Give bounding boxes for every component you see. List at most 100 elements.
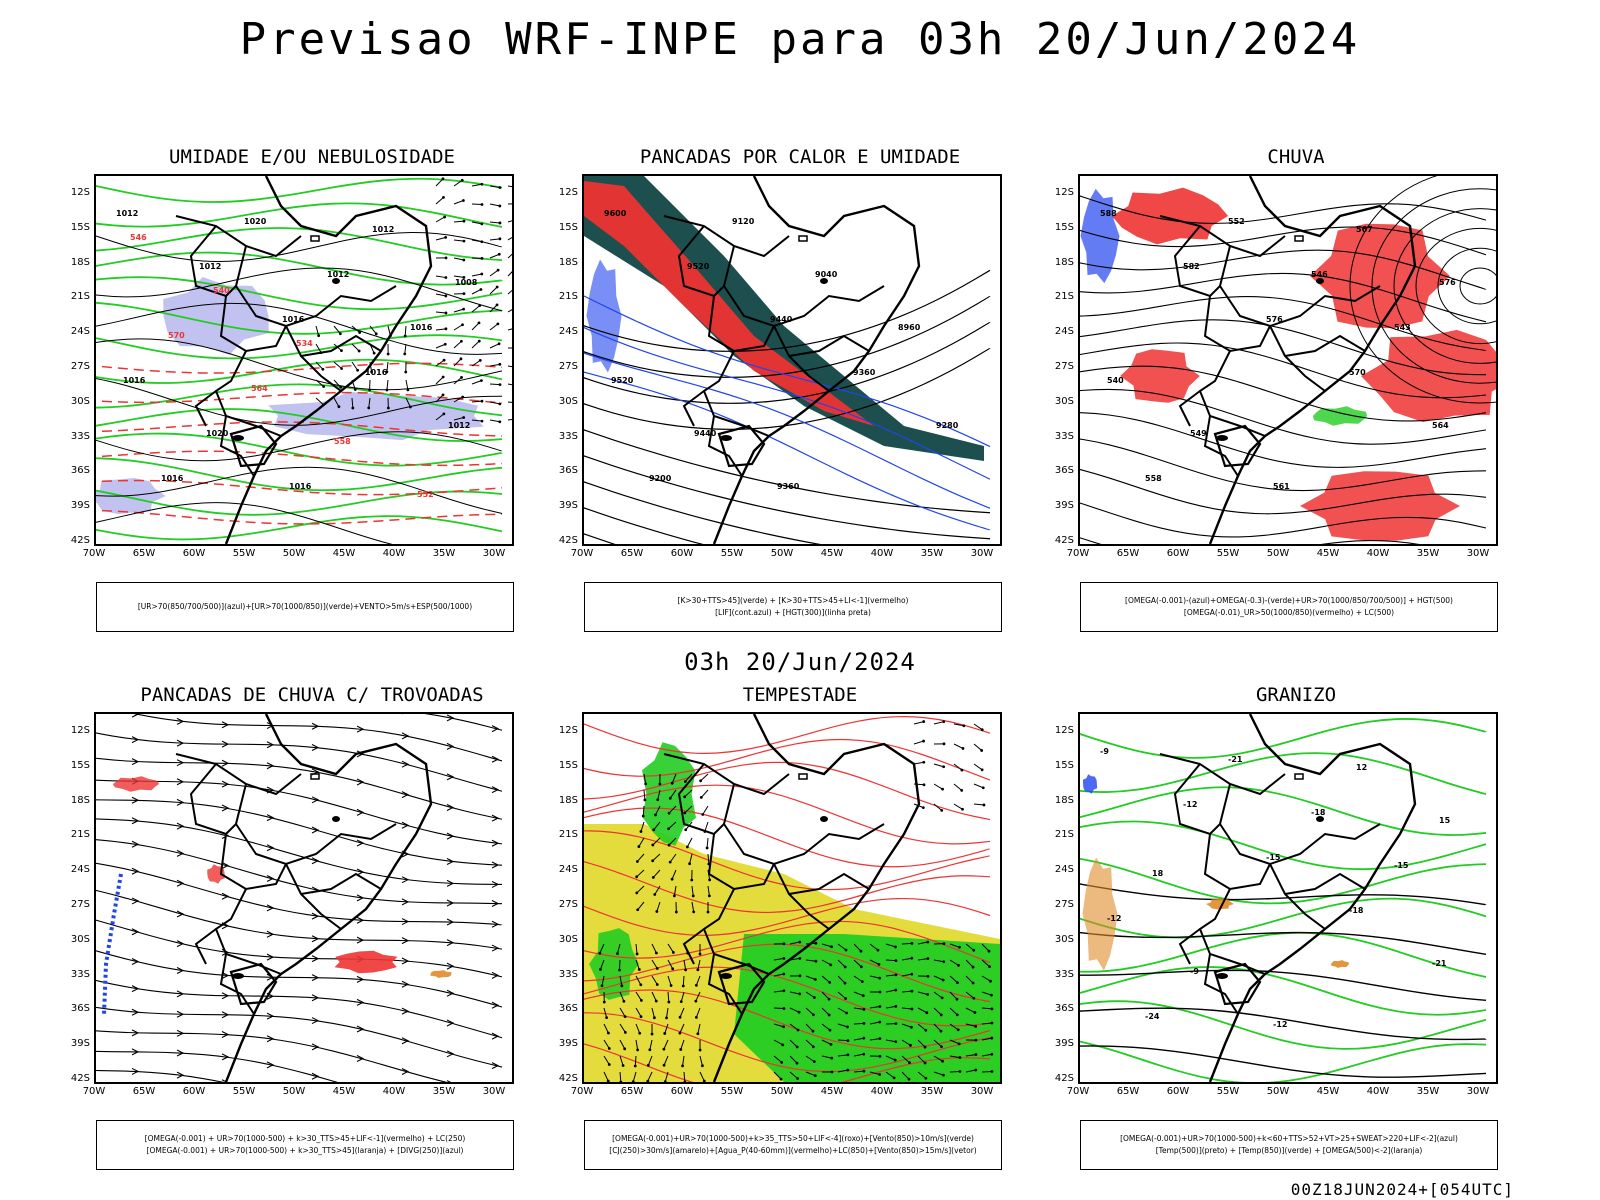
wind-vector [885,974,896,977]
contour-label: -12 [1107,914,1121,923]
wind-vector-head [958,1056,962,1059]
wind-vector [489,253,500,259]
lon-tick-label: 30W [482,1086,506,1097]
hgt500-contour [1080,226,1487,256]
wind-vector-head [498,221,502,225]
pressure-isobar [96,431,503,462]
lat-tick-label: 24S [70,326,90,338]
humidity-area [96,478,166,514]
lon-tick-label: 70W [82,1086,106,1097]
wind-vector [853,975,863,983]
omega-strong-area [1312,406,1368,426]
wind-vector [981,975,991,982]
wind-vector-head [942,742,946,746]
panel-legend: [K>30+TTS>45](verde) + [K>30+TTS>45+LI<-… [584,582,1002,632]
lat-tick-label: 30S [558,933,578,945]
wind-vector [652,837,661,846]
wind-vector-head [708,878,712,882]
wind-vector-head [701,813,705,816]
temp500-contour [1080,1045,1487,1078]
wind-vector-head [480,182,484,186]
state-border [285,325,342,392]
wind-vector-head [367,406,371,410]
wind-vector-head [678,1031,682,1035]
wind-vector-head [607,1047,611,1050]
lon-tick-label: 35W [920,1086,944,1097]
lat-tick-label: 18S [558,256,578,268]
hgt300-contour [584,533,616,544]
streamline-850 [584,966,991,1027]
wind-vector-head [653,893,657,896]
wind-vector [471,359,481,367]
wind-vector-head [878,990,882,994]
wind-vector-head [942,720,946,724]
wind-vector [949,975,958,984]
wind-vector [821,959,831,966]
contour-label: 1008 [455,278,478,287]
lon-tick-label: 55W [1216,1086,1240,1097]
wind-vector-head [461,395,465,399]
lif-contour [584,326,991,480]
streamline [96,1069,225,1082]
streamline [96,779,503,845]
map-layers: 1012 1012 1016 1016 1012 1016 1020 1012 1016 1016… [96,176,512,544]
wind-vector-head [828,1028,832,1032]
wind-vector [973,763,983,771]
streamline [133,714,503,762]
wind-vector [805,991,815,998]
wind-vector [368,397,371,408]
lat-tick-label: 33S [1054,968,1074,980]
lake [332,278,340,284]
wind-vector-head [827,1013,831,1017]
temp850-contour [1080,1040,1487,1082]
wind-vector-head [845,1011,849,1015]
wind-vector-head [942,960,946,964]
flow-arrow [401,1068,410,1076]
wind-vector [789,941,800,945]
flow-arrow [221,1053,230,1061]
wind-vector-head [321,367,325,371]
run-timestamp: 00Z18JUN2024+[054UTC] [1290,1180,1514,1199]
wind-vector [471,380,482,385]
wind-vector [707,885,710,896]
wind-vector [981,1070,993,1073]
wind-vector-head [923,1061,927,1065]
flow-arrow [401,791,410,799]
wind-vector-head [955,1013,959,1017]
contour-label: -12 [1273,1020,1287,1029]
lat-tick-label: 18S [1054,794,1074,806]
wind-vector-head [910,941,914,945]
flow-arrow [311,1072,320,1080]
wind-vector [489,185,500,189]
hgt300-contour [584,481,821,544]
wind-vector [642,805,645,817]
contour-label: 543 [1394,323,1411,332]
wind-vector-head [974,1053,978,1056]
federal-district [798,773,808,780]
country-border [1213,424,1262,468]
wind-vector [949,1039,960,1045]
wind-vector [653,821,661,831]
wind-vector-head [351,406,355,410]
wind-vector-head [924,1076,928,1080]
lif-contour-area [586,259,622,373]
wind-vector [805,975,816,980]
wind-vector [981,1007,993,1010]
wind-vector-head [960,768,964,772]
hgt500-contour [1080,388,1487,445]
wind-vector [649,1039,653,1050]
wind-vector-head [811,1045,815,1049]
flow-arrow [356,808,365,816]
wind-vector-head [639,999,643,1002]
pressure-isobar [96,267,503,312]
wind-vector-head [829,963,833,967]
lon-tick-label: 50W [770,548,794,559]
wind-vector [933,1039,942,1047]
wind-vector [917,1055,926,1064]
wind-vector [405,397,411,408]
wind-vector [933,1055,943,1062]
wind-vector [953,763,963,771]
wind-vector [619,1023,626,1033]
flow-arrow [131,985,140,993]
streamline [96,818,503,886]
